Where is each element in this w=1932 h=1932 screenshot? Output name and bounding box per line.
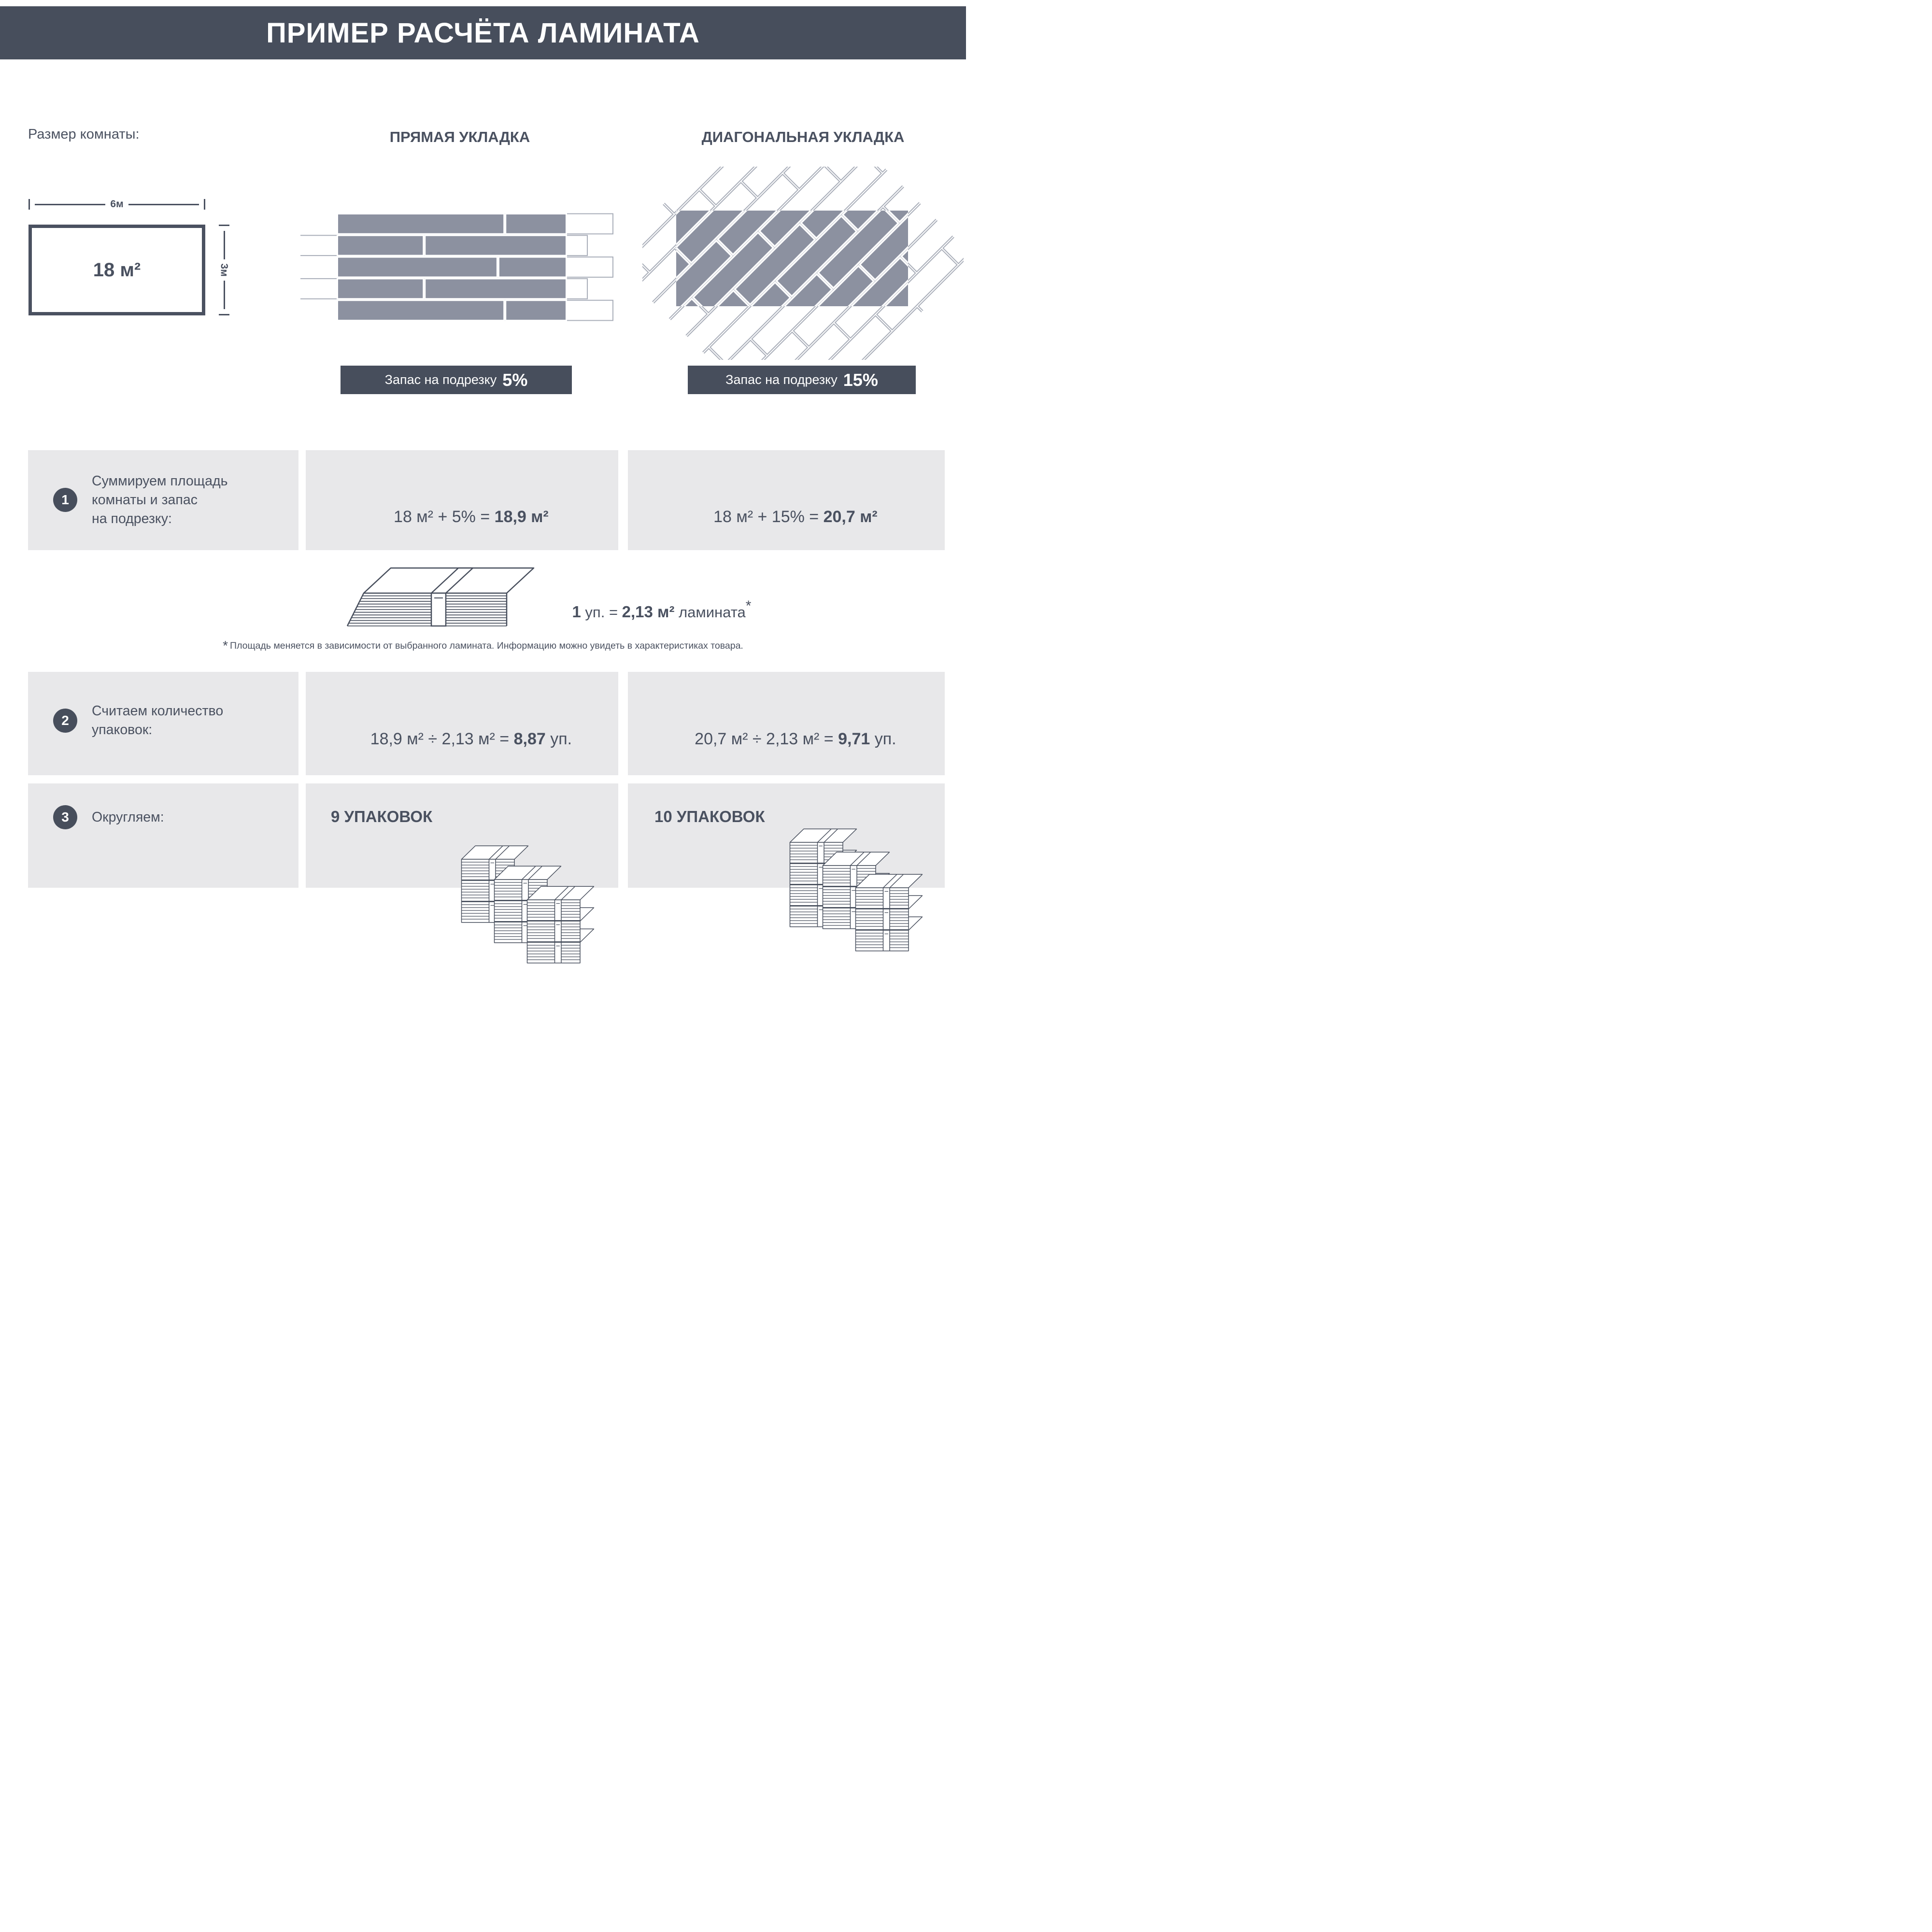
- dimension-line: [223, 281, 225, 309]
- dimension-tick: [204, 199, 205, 210]
- step3-diagonal-cell: [628, 783, 945, 888]
- room-height-label: 3м: [219, 263, 230, 277]
- equation-result: 20,7 м²: [823, 508, 878, 526]
- step2-straight-equation: 18,9 м² ÷ 2,13 м² = 8,87 уп.: [306, 711, 618, 767]
- page-title: ПРИМЕР РАСЧЁТА ЛАМИНАТА: [266, 17, 700, 49]
- step3-number-badge: 3: [53, 805, 77, 829]
- equation-lhs: 18 м² + 15% =: [713, 508, 824, 526]
- room-width-dimension: 6м: [28, 196, 205, 213]
- step2-straight-cell: [306, 672, 618, 775]
- equation-result: 18,9 м²: [494, 508, 549, 526]
- dimension-line: [128, 203, 199, 205]
- dimension-line: [35, 203, 106, 205]
- step1-straight-equation: 18 м² + 5% = 18,9 м²: [306, 489, 618, 545]
- room-area-label: 18 м²: [93, 259, 141, 281]
- allowance-label: Запас на подрезку: [725, 372, 838, 387]
- dimension-tick: [28, 199, 30, 210]
- equation-lhs: 18,9 м² ÷ 2,13 м² =: [370, 730, 514, 748]
- packages-stack-9-icon: [461, 845, 595, 964]
- allowance-label: Запас на подрезку: [384, 372, 497, 387]
- footnote-asterisk: *: [223, 638, 228, 653]
- allowance-value: 15%: [843, 369, 878, 390]
- footnote: * Площадь меняется в зависимости от выбра…: [0, 637, 966, 653]
- step2-diagonal-equation: 20,7 м² ÷ 2,13 м² = 9,71 уп.: [628, 711, 945, 767]
- step3-straight-result: 9 УПАКОВОК: [331, 808, 433, 825]
- step2-diagonal-cell: [628, 672, 945, 775]
- equation-result: 9,71: [838, 730, 870, 748]
- diagonal-allowance-bar: Запас на подрезку 15%: [688, 366, 916, 394]
- equation-tail: уп.: [870, 730, 896, 748]
- equation-lhs: 18 м² + 5% =: [394, 508, 495, 526]
- step1-label: Суммируем площадь комнаты и запас на под…: [92, 473, 228, 526]
- room-width-label: 6м: [110, 199, 124, 210]
- step1-straight-cell: [306, 450, 618, 550]
- straight-column-title: ПРЯМАЯ УКЛАДКА: [389, 128, 530, 145]
- room-size-label: Размер комнаты:: [28, 127, 140, 142]
- step3-label-cell: [28, 783, 298, 888]
- room-height-dimension: 3м: [214, 225, 234, 315]
- step3-diagonal-result: 10 УПАКОВОК: [654, 808, 765, 825]
- step3-label: Округляем:: [92, 810, 164, 825]
- package-area-value: 2,13 м²: [622, 603, 675, 621]
- equation-result: 8,87: [513, 730, 546, 748]
- diagonal-column-title: ДИАГОНАЛЬНАЯ УКЛАДКА: [701, 128, 905, 145]
- diagonal-layout-illustration: [642, 167, 964, 360]
- laminate-calculation-infographic: ПРИМЕР РАСЧЁТА ЛАМИНАТА Размер комнаты: …: [0, 0, 966, 966]
- equation-lhs: 20,7 м² ÷ 2,13 м² =: [695, 730, 838, 748]
- dimension-line: [223, 231, 225, 259]
- title-bar: ПРИМЕР РАСЧЁТА ЛАМИНАТА: [0, 6, 966, 59]
- package-count: 1: [572, 603, 581, 621]
- package-info-line: 1 уп. = 2,13 м² ламината*: [555, 585, 751, 639]
- step1-number-badge: 1: [53, 488, 77, 512]
- dimension-tick: [219, 225, 229, 226]
- straight-allowance-bar: Запас на подрезку 5%: [341, 366, 572, 394]
- step2-number-badge: 2: [53, 709, 77, 733]
- dimension-tick: [219, 314, 229, 315]
- step1-diagonal-cell: [628, 450, 945, 550]
- room-diagram: 18 м²: [28, 225, 205, 315]
- footnote-text: Площадь меняется в зависимости от выбран…: [230, 640, 743, 651]
- package-tail: ламината: [674, 604, 746, 621]
- step1-diagonal-equation: 18 м² + 15% = 20,7 м²: [628, 489, 945, 545]
- package-asterisk: *: [745, 598, 752, 614]
- package-mid: уп. =: [581, 604, 622, 621]
- packages-stack-10-icon: [789, 828, 923, 952]
- equation-tail: уп.: [545, 730, 572, 748]
- allowance-value: 5%: [502, 369, 528, 390]
- step2-label: Считаем количество упаковок:: [92, 703, 224, 738]
- package-stack-icon: [346, 567, 535, 627]
- straight-layout-illustration: [300, 213, 613, 321]
